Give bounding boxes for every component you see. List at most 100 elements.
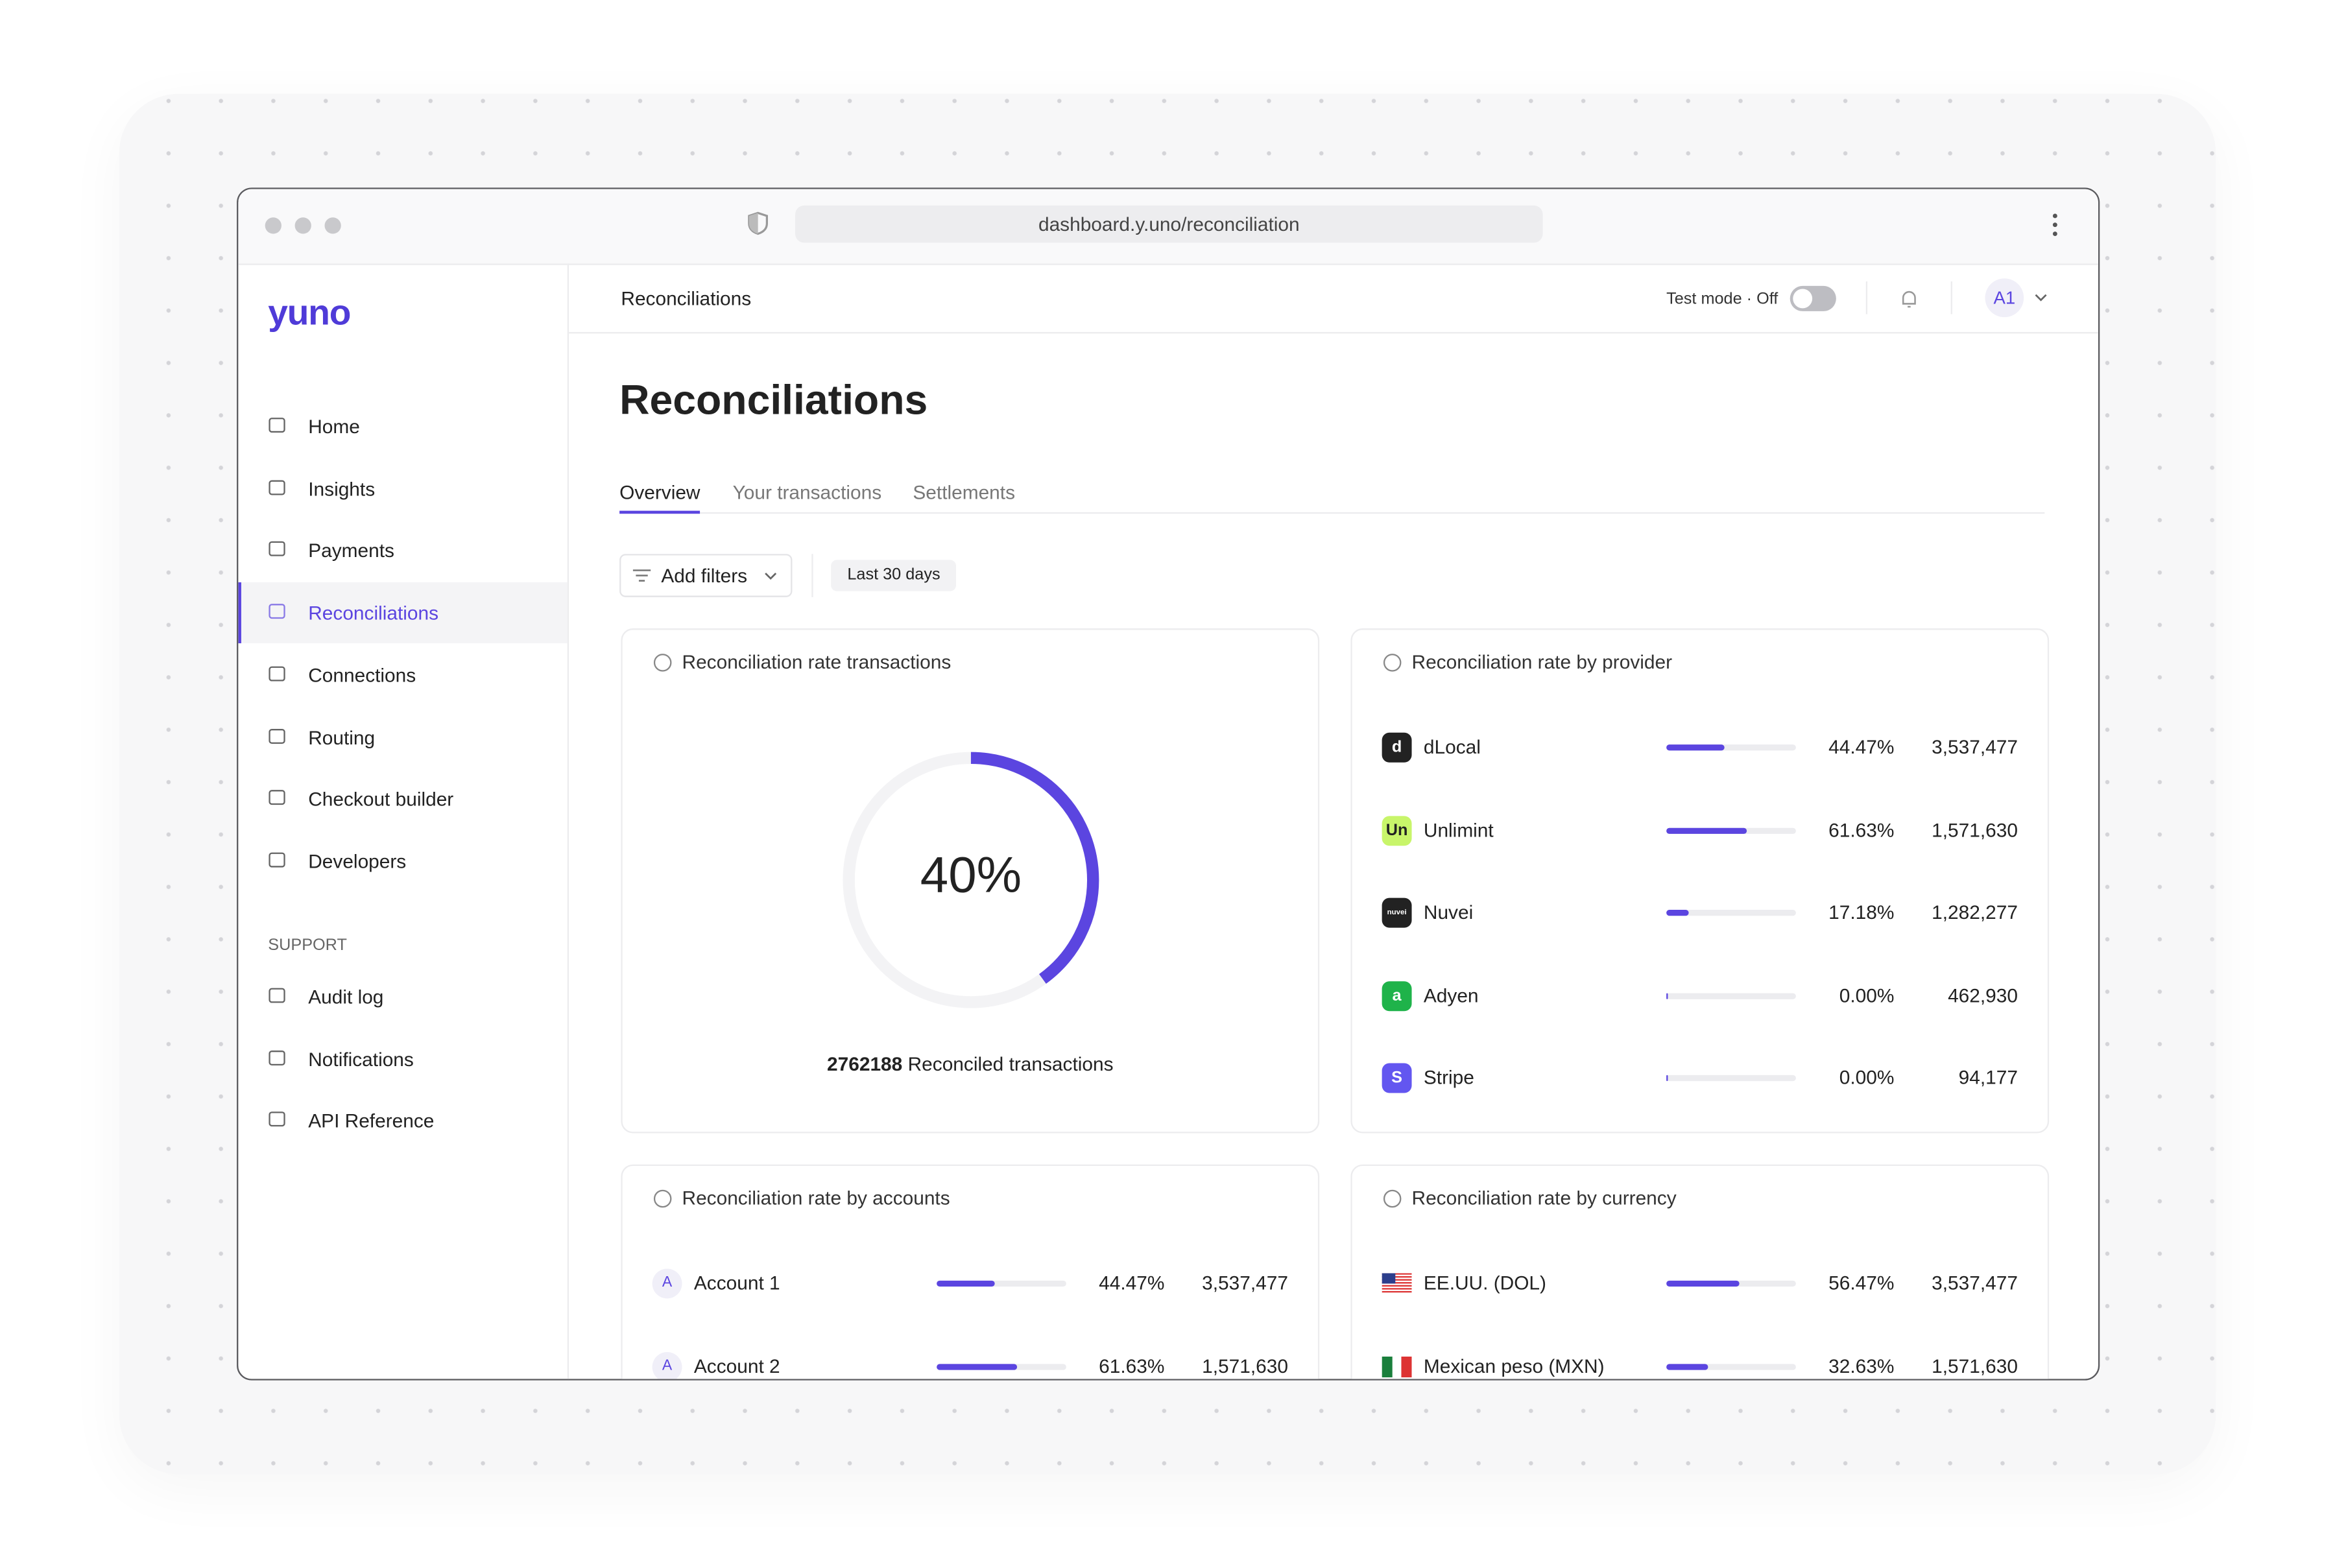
- table-row: Mexican peso (MXN) 32.63% 1,571,630: [1352, 1344, 2048, 1379]
- tabs: Overview Your transactions Settlements: [619, 481, 2045, 514]
- toggle[interactable]: [1790, 285, 1836, 311]
- divider: [1950, 281, 1952, 315]
- sidebar: yuno SUPPORT Home Insights Payments Reconci…: [238, 263, 569, 1379]
- row-name: Nuvei: [1423, 901, 1474, 924]
- progress-track: [1666, 1075, 1796, 1082]
- row-count: 1,282,277: [1932, 901, 2018, 924]
- progress-track: [1666, 910, 1796, 916]
- nav-icon: [269, 604, 285, 619]
- row-rate: 0.00%: [1839, 1067, 1895, 1089]
- table-row: nuvei Nuvei 17.18% 1,282,277: [1352, 891, 2048, 936]
- row-rate: 17.18%: [1828, 901, 1895, 924]
- row-name: Mexican peso (MXN): [1423, 1354, 1605, 1377]
- table-row: A Account 1 44.47% 3,537,477: [623, 1261, 1318, 1306]
- nav-item[interactable]: Developers: [238, 831, 567, 892]
- nav-item[interactable]: Payments: [238, 520, 567, 581]
- row-count: 1,571,630: [1202, 1354, 1288, 1377]
- row-name: dLocal: [1423, 735, 1481, 758]
- avatar[interactable]: A1: [1985, 278, 2024, 318]
- nav-item[interactable]: Routing: [238, 707, 567, 768]
- row-count: 3,537,477: [1932, 735, 2018, 758]
- provider-logo: nuvei: [1382, 898, 1412, 929]
- table-row: d dLocal 44.47% 3,537,477: [1352, 725, 2048, 770]
- row-rate: 61.63%: [1099, 1354, 1165, 1377]
- chevron: [765, 573, 777, 580]
- nav-item[interactable]: Home: [238, 396, 567, 457]
- row-count: 462,930: [1948, 984, 2018, 1006]
- page-title: Reconciliations: [619, 376, 928, 423]
- table-row: a Adyen 0.00% 462,930: [1352, 973, 2048, 1018]
- breadcrumb: Reconciliations: [621, 287, 752, 310]
- row-count: 1,571,630: [1932, 1354, 2018, 1377]
- count-line: 2762188 Reconciled transactions: [623, 1052, 1318, 1075]
- logo[interactable]: yuno: [268, 293, 351, 334]
- icon-shape: [269, 728, 285, 743]
- count-text: Reconciled transactions: [907, 1052, 1114, 1075]
- flag: [1382, 1273, 1412, 1293]
- flag-stripe: [1382, 1282, 1412, 1284]
- provider-logo: Un: [1382, 815, 1412, 846]
- nav-item[interactable]: Reconciliations: [238, 582, 568, 644]
- nav-icon: [269, 418, 285, 433]
- row-rate: 44.47%: [1828, 735, 1895, 758]
- card: Reconciliation rate by accounts A Account …: [621, 1164, 1320, 1379]
- info-icon: [653, 1189, 672, 1208]
- tab[interactable]: Settlements: [913, 481, 1016, 504]
- nav-icon: [269, 728, 285, 743]
- nav-item[interactable]: Checkout builder: [238, 768, 567, 829]
- progress-track: [1666, 1280, 1796, 1287]
- icon-shape: [269, 418, 285, 433]
- nav-icon: [269, 988, 285, 1003]
- flag-band: [1382, 1355, 1393, 1377]
- menu-icon[interactable]: [2052, 211, 2058, 238]
- filter-label: Add filters: [661, 564, 748, 587]
- progress-fill: [937, 1280, 994, 1287]
- progress-track: [937, 1280, 1066, 1287]
- row-rate: 32.63%: [1828, 1354, 1895, 1377]
- chevron[interactable]: [2034, 293, 2048, 302]
- shield-icon: [748, 211, 769, 235]
- flag-stripe: [1382, 1279, 1412, 1281]
- nav-item[interactable]: Connections: [238, 645, 567, 706]
- flag: [1382, 1355, 1412, 1377]
- flag-stripe: [1382, 1290, 1412, 1293]
- nav-label: Developers: [308, 849, 407, 873]
- progress-fill: [1666, 993, 1668, 999]
- icon-shape: [269, 852, 285, 868]
- nav-icon: [269, 1112, 285, 1128]
- nav-label: Notifications: [308, 1047, 414, 1071]
- provider-logo: d: [1382, 732, 1412, 763]
- icon-shape: [269, 604, 285, 619]
- row-name: Adyen: [1423, 984, 1479, 1006]
- info-icon: [1383, 654, 1402, 672]
- tab[interactable]: Overview: [619, 481, 700, 514]
- table-row: S Stripe 0.00% 94,177: [1352, 1056, 2048, 1101]
- nav-item[interactable]: Insights: [238, 458, 567, 519]
- donut-label: 40%: [920, 847, 1022, 904]
- card-title: Reconciliation rate by accounts: [682, 1187, 950, 1209]
- table-row: EE.UU. (DOL) 56.47% 3,537,477: [1352, 1261, 2048, 1306]
- nav-icon: [269, 666, 285, 682]
- nav-item[interactable]: Notifications: [238, 1028, 567, 1089]
- date-range[interactable]: Last 30 days: [831, 560, 957, 591]
- icon-shape: [269, 988, 285, 1003]
- row-name: Stripe: [1423, 1067, 1474, 1089]
- nav-icon: [269, 541, 285, 557]
- card-title: Reconciliation rate by currency: [1411, 1187, 1677, 1209]
- progress-fill: [1666, 1280, 1740, 1287]
- row-rate: 56.47%: [1828, 1272, 1895, 1294]
- address-bar[interactable]: dashboard.y.uno/reconciliation: [795, 205, 1543, 243]
- browser-bar: dashboard.y.uno/reconciliation: [238, 189, 2098, 265]
- progress-fill: [1666, 1363, 1709, 1370]
- nav-label: Reconciliations: [308, 601, 439, 624]
- nav-item[interactable]: API Reference: [238, 1091, 567, 1152]
- section-heading: SUPPORT: [268, 936, 347, 955]
- bell-icon[interactable]: [1900, 289, 1919, 308]
- browser-window: dashboard.y.uno/reconciliation yuno SUPP…: [237, 187, 2100, 1381]
- flag-stripe: [1382, 1285, 1412, 1287]
- add-filters[interactable]: Add filters: [619, 554, 793, 597]
- nav-item[interactable]: Audit log: [238, 966, 567, 1027]
- row-name: EE.UU. (DOL): [1423, 1272, 1546, 1294]
- tab[interactable]: Your transactions: [732, 481, 882, 504]
- nav-icon: [269, 790, 285, 805]
